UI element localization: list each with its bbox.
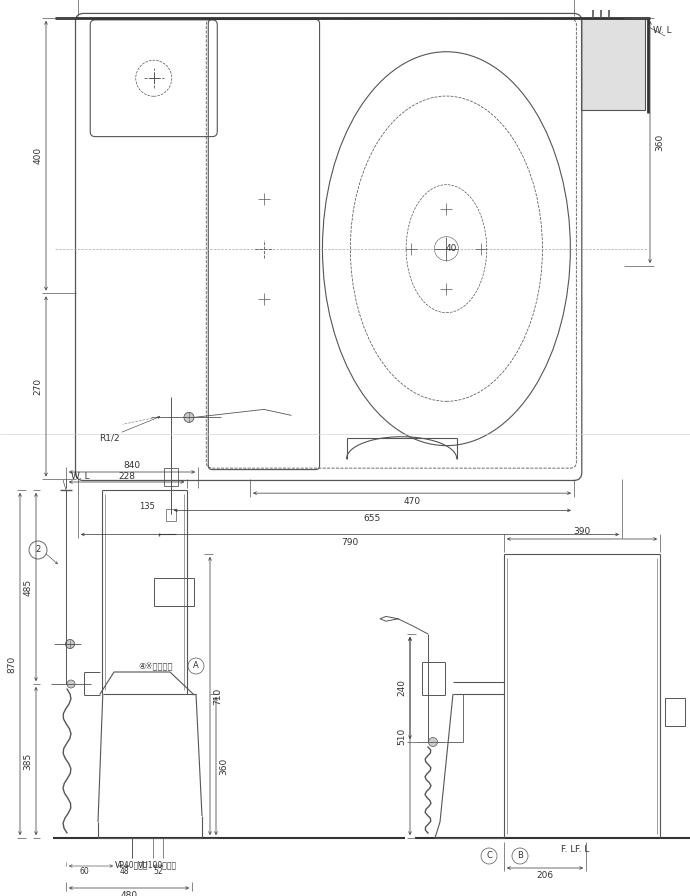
Text: B: B <box>517 851 523 860</box>
Text: 48: 48 <box>119 866 129 875</box>
Text: R1/2: R1/2 <box>99 434 119 443</box>
Text: 228: 228 <box>118 471 135 480</box>
Bar <box>154 578 194 606</box>
Bar <box>665 698 685 726</box>
Bar <box>166 509 176 521</box>
Text: 135: 135 <box>139 503 155 512</box>
Text: 206: 206 <box>536 871 553 880</box>
Text: VP40に接続: VP40に接続 <box>115 860 149 869</box>
Text: 385: 385 <box>23 753 32 770</box>
Text: C: C <box>486 851 492 860</box>
Circle shape <box>67 680 75 688</box>
Text: W. L: W. L <box>71 471 90 480</box>
Text: 400: 400 <box>34 147 43 164</box>
Text: 470: 470 <box>404 496 420 505</box>
Text: 480: 480 <box>121 891 137 896</box>
Text: 270: 270 <box>34 378 43 395</box>
Text: 485: 485 <box>23 579 32 596</box>
Text: 390: 390 <box>573 528 591 537</box>
Text: F. L: F. L <box>561 846 575 855</box>
Circle shape <box>428 737 437 746</box>
Text: 2: 2 <box>35 546 41 555</box>
Circle shape <box>184 412 194 422</box>
Text: 840: 840 <box>124 461 141 470</box>
Text: 360: 360 <box>656 134 664 151</box>
Text: 52: 52 <box>153 866 163 875</box>
Text: 710: 710 <box>213 687 222 704</box>
Text: 240: 240 <box>397 679 406 696</box>
Text: VU100に接続: VU100に接続 <box>139 860 177 869</box>
Text: 510: 510 <box>397 728 406 745</box>
Text: 360: 360 <box>219 757 228 775</box>
Text: 40: 40 <box>446 245 457 254</box>
Text: 655: 655 <box>364 513 381 523</box>
Bar <box>164 469 178 487</box>
Text: 870: 870 <box>8 655 17 673</box>
Circle shape <box>66 640 75 649</box>
Text: 60: 60 <box>79 866 89 875</box>
Text: F. L: F. L <box>575 846 589 855</box>
Text: A: A <box>193 661 199 670</box>
Text: 790: 790 <box>342 538 359 547</box>
Bar <box>581 18 645 110</box>
Text: W. L: W. L <box>653 25 671 35</box>
Text: ④※（注１）: ④※（注１） <box>139 661 173 670</box>
